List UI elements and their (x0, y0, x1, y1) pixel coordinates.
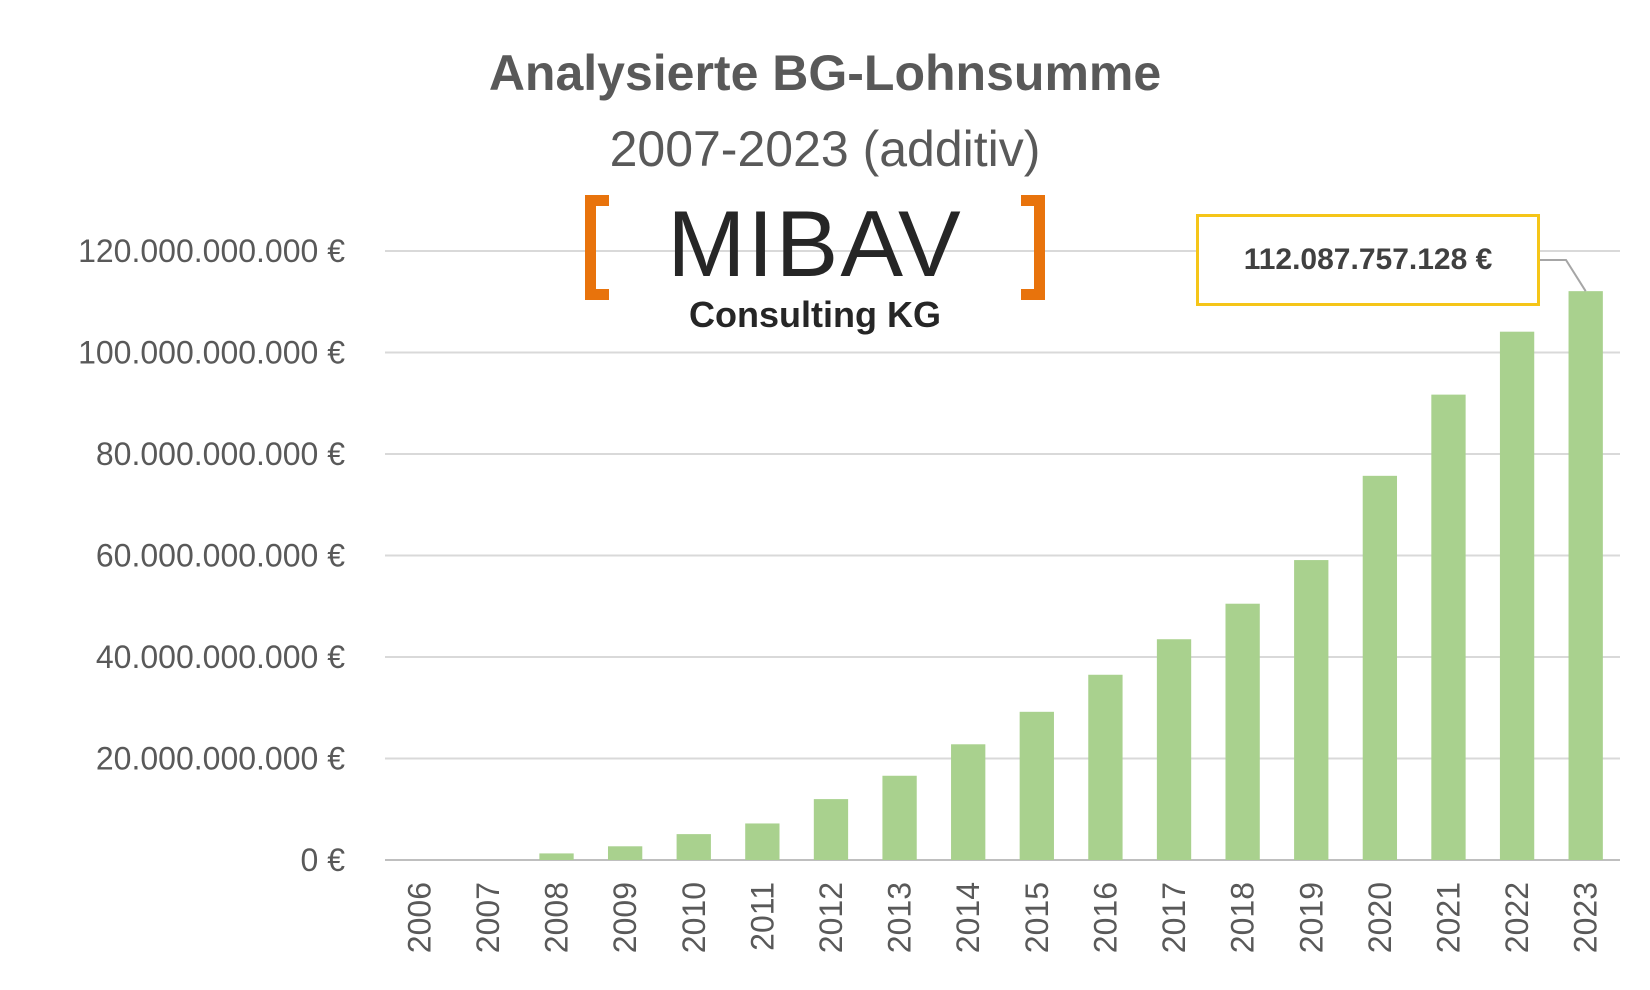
y-tick-label: 0 € (301, 842, 346, 878)
x-tick-label: 2016 (1087, 882, 1123, 953)
x-tick-label: 2014 (950, 882, 986, 953)
bar (1362, 475, 1398, 860)
logo-right-bracket (1021, 195, 1045, 300)
y-tick-label: 40.000.000.000 € (96, 639, 345, 675)
x-tick-label: 2011 (744, 882, 780, 951)
y-tick-label: 60.000.000.000 € (96, 538, 345, 574)
x-tick-label: 2021 (1430, 882, 1466, 953)
bar (676, 834, 711, 860)
bar (882, 775, 917, 860)
data-label-text: 112.087.757.128 € (1243, 243, 1493, 276)
x-tick-label: 2008 (539, 882, 575, 953)
x-tick-label: 2015 (1019, 882, 1055, 953)
data-label-callout: 112.087.757.128 € (1196, 214, 1540, 306)
x-tick-label: 2022 (1499, 882, 1535, 953)
company-logo: MIBAV Consulting KG (585, 190, 1045, 340)
logo-subtitle: Consulting KG (689, 294, 941, 335)
x-tick-label: 2018 (1225, 882, 1261, 953)
x-tick-label: 2010 (676, 882, 712, 953)
bar (813, 799, 849, 860)
x-tick-label: 2019 (1293, 882, 1329, 953)
chart-title: Analysierte BG-Lohnsumme (488, 45, 1162, 101)
y-tick-label: 120.000.000.000 € (78, 233, 345, 269)
x-tick-label: 2012 (813, 882, 849, 953)
x-tick-label: 2017 (1156, 882, 1192, 953)
x-tick-label: 2023 (1568, 882, 1604, 953)
x-tick-label: 2007 (470, 882, 506, 953)
x-tick-label: 2009 (607, 882, 643, 953)
bar (951, 744, 986, 860)
bar (1568, 291, 1603, 860)
data-label-leader-line (1540, 259, 1587, 292)
y-tick-label: 20.000.000.000 € (96, 741, 345, 777)
bar (1156, 639, 1192, 860)
bar (1431, 394, 1466, 860)
bar (607, 846, 643, 860)
y-tick-label: 100.000.000.000 € (78, 335, 345, 371)
logo-name: MIBAV (667, 191, 963, 296)
bar (539, 853, 574, 860)
bar (1019, 711, 1054, 860)
bar (745, 823, 780, 860)
chart-subtitle: 2007-2023 (additiv) (609, 121, 1041, 177)
x-tick-label: 2013 (882, 882, 918, 953)
x-tick-label: 2006 (401, 882, 437, 953)
bar (1225, 603, 1260, 860)
y-tick-label: 80.000.000.000 € (96, 436, 345, 472)
bar (1499, 331, 1535, 860)
bar (1088, 674, 1123, 860)
bar (1294, 560, 1329, 860)
logo-left-bracket (585, 195, 609, 300)
x-tick-label: 2020 (1362, 882, 1398, 953)
